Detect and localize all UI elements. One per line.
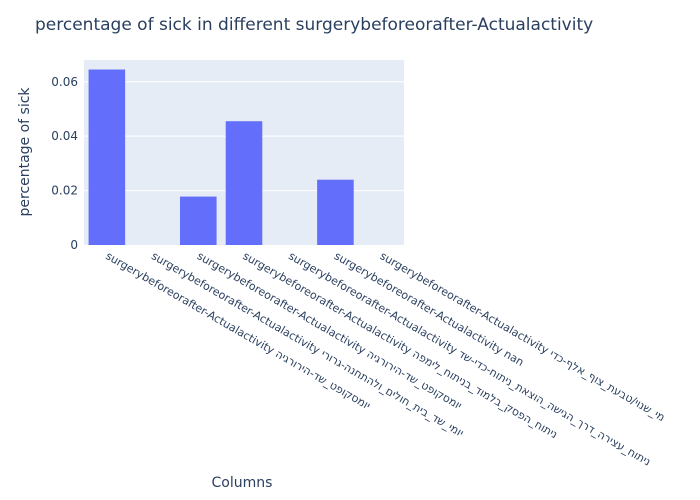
bars bbox=[88, 69, 354, 245]
bar bbox=[225, 121, 263, 245]
bar bbox=[317, 179, 354, 245]
y-tick-label: 0 bbox=[70, 238, 78, 252]
y-axis-title: percentage of sick bbox=[17, 87, 33, 217]
y-tick-label: 0.02 bbox=[51, 184, 78, 198]
y-axis-ticks: 0 0.02 0.04 0.06 bbox=[51, 75, 78, 252]
bar bbox=[180, 196, 217, 245]
chart-title: percentage of sick in different surgeryb… bbox=[35, 15, 593, 35]
x-axis-ticks: surgerybeforeorafter-Actualactivity יומס… bbox=[103, 249, 667, 468]
x-tick-label: surgerybeforeorafter-Actualactivity ניתו… bbox=[241, 249, 560, 441]
x-axis-title: Columns bbox=[212, 475, 273, 491]
y-tick-label: 0.04 bbox=[51, 129, 78, 143]
y-tick-label: 0.06 bbox=[51, 75, 78, 89]
bar bbox=[88, 69, 126, 245]
